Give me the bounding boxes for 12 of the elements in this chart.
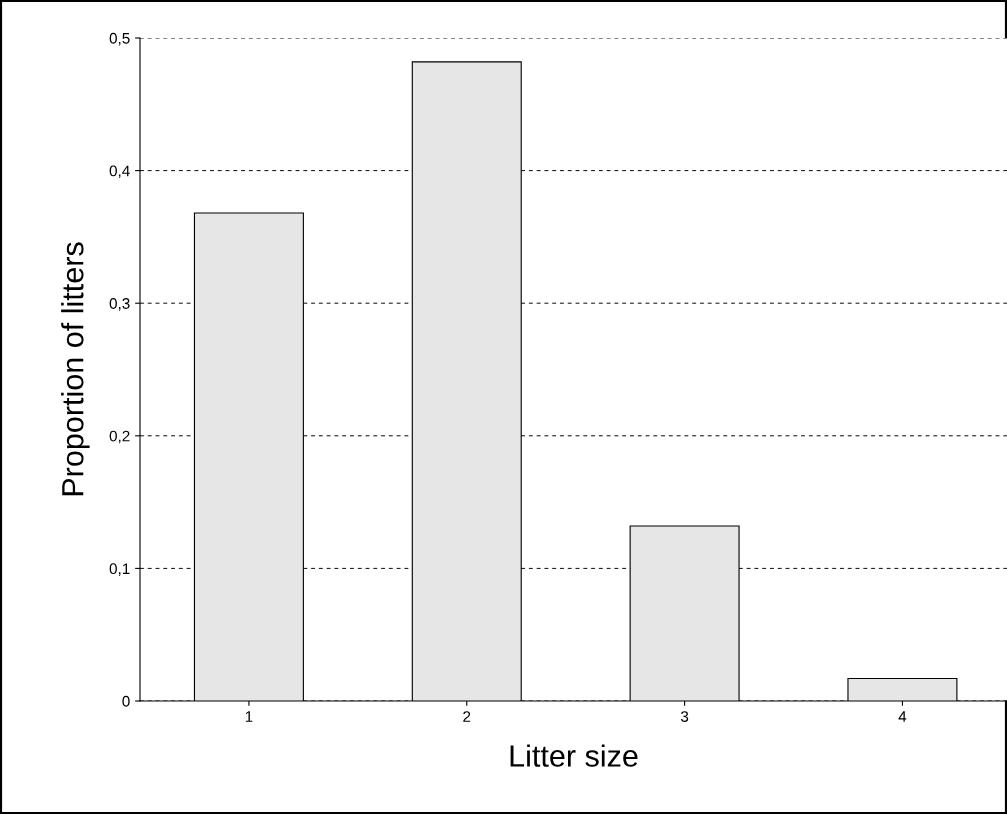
y-tick-label: 0: [122, 695, 130, 707]
y-tick-label: 0,4: [109, 165, 130, 179]
y-tick-label: 0,5: [109, 32, 130, 46]
x-axis-title: Litter size: [510, 744, 638, 767]
y-tick-label: 0,2: [109, 430, 130, 444]
y-axis-title: Proportion of litters: [61, 242, 90, 496]
x-tick-label: 3: [680, 711, 689, 722]
y-tick-label: 0,3: [109, 298, 130, 311]
x-tick-label: 1: [245, 711, 253, 722]
x-tick-label: 2: [463, 711, 471, 722]
x-tick-label: 4: [898, 711, 907, 722]
y-tick-label: 0,1: [109, 563, 130, 576]
